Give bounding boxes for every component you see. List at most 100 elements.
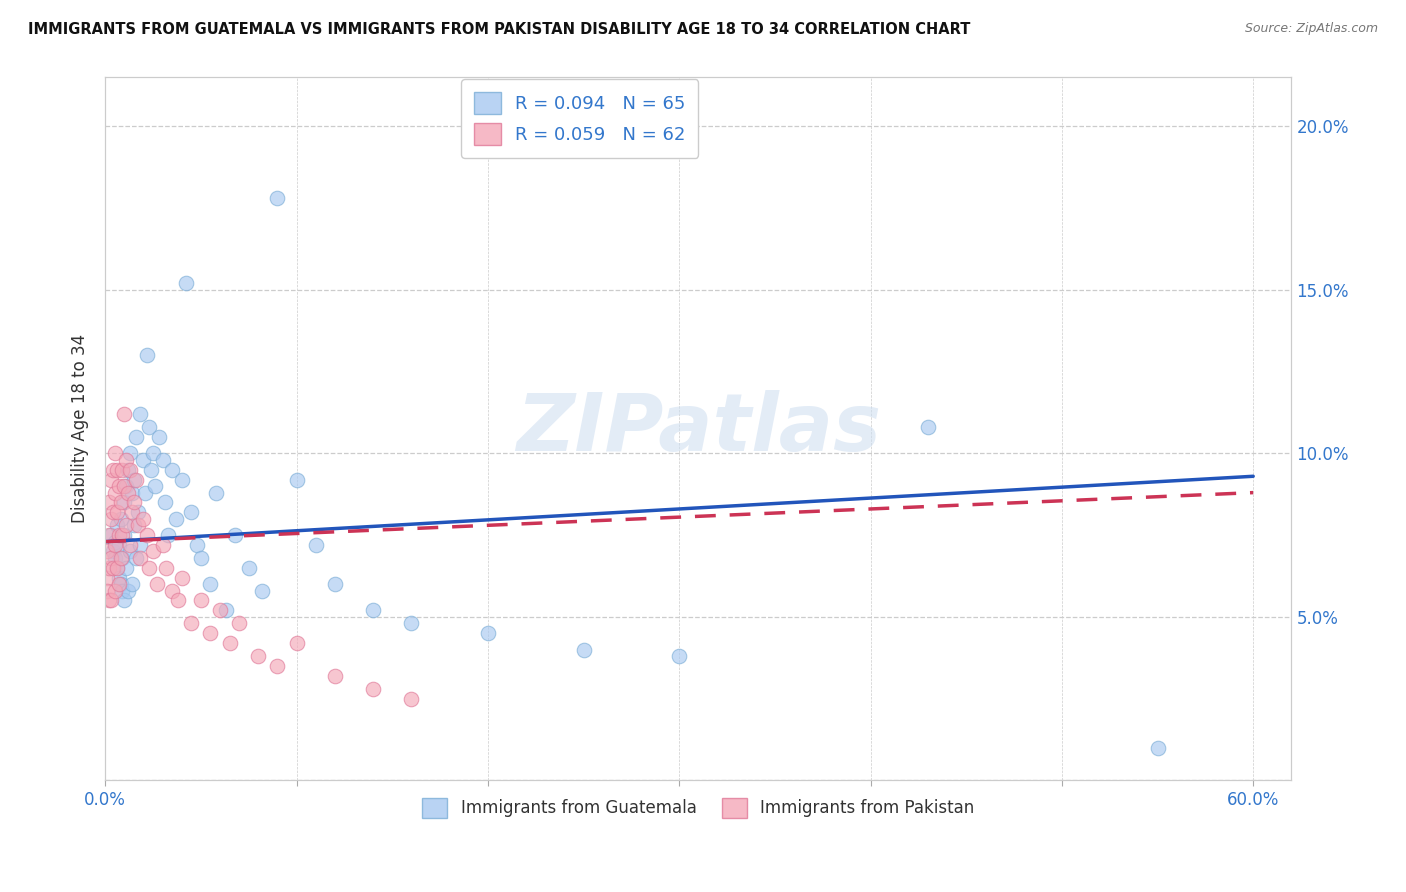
Point [132, 453, 155, 467]
Point [305, 538, 328, 552]
Point [136, 528, 159, 542]
Point [100, 551, 122, 566]
Point [128, 551, 150, 566]
Point [104, 583, 127, 598]
Point [120, 544, 142, 558]
Point [180, 616, 202, 631]
Point [572, 642, 595, 657]
Point [96, 571, 118, 585]
Point [107, 538, 129, 552]
Point [98, 528, 121, 542]
Point [205, 485, 228, 500]
Point [105, 463, 128, 477]
Point [98, 561, 121, 575]
Point [152, 453, 174, 467]
Point [100, 593, 122, 607]
Point [112, 495, 135, 509]
Point [115, 453, 138, 467]
Point [228, 616, 250, 631]
Point [120, 446, 142, 460]
Point [100, 512, 122, 526]
Point [117, 583, 139, 598]
Point [148, 430, 170, 444]
Point [105, 561, 128, 575]
Point [121, 505, 143, 519]
Point [107, 577, 129, 591]
Point [128, 407, 150, 421]
Point [285, 636, 308, 650]
Text: ZIPatlas: ZIPatlas [516, 390, 880, 468]
Point [112, 528, 135, 542]
Point [127, 505, 149, 519]
Point [111, 463, 134, 477]
Point [190, 593, 212, 607]
Point [115, 479, 138, 493]
Text: Source: ZipAtlas.com: Source: ZipAtlas.com [1244, 22, 1378, 36]
Point [107, 528, 129, 542]
Point [96, 544, 118, 558]
Point [361, 603, 384, 617]
Legend: Immigrants from Guatemala, Immigrants from Pakistan: Immigrants from Guatemala, Immigrants fr… [416, 791, 981, 825]
Point [115, 518, 138, 533]
Point [218, 636, 240, 650]
Point [107, 479, 129, 493]
Point [110, 512, 132, 526]
Point [155, 561, 177, 575]
Point [122, 495, 145, 509]
Point [110, 495, 132, 509]
Point [112, 479, 135, 493]
Point [323, 577, 346, 591]
Point [401, 691, 423, 706]
Point [477, 626, 499, 640]
Point [104, 446, 127, 460]
Point [1146, 740, 1168, 755]
Point [170, 473, 193, 487]
Point [200, 626, 222, 640]
Point [152, 538, 174, 552]
Point [112, 407, 135, 421]
Point [117, 485, 139, 500]
Point [100, 473, 122, 487]
Point [190, 551, 212, 566]
Point [142, 446, 165, 460]
Point [200, 577, 222, 591]
Point [98, 495, 121, 509]
Point [132, 512, 155, 526]
Point [266, 191, 288, 205]
Point [180, 505, 202, 519]
Point [136, 348, 159, 362]
Point [157, 528, 180, 542]
Point [167, 593, 190, 607]
Point [138, 561, 160, 575]
Point [111, 551, 134, 566]
Point [139, 463, 162, 477]
Point [96, 583, 118, 598]
Point [125, 473, 148, 487]
Point [224, 528, 246, 542]
Point [98, 593, 121, 607]
Point [120, 538, 142, 552]
Point [121, 485, 143, 500]
Point [361, 681, 384, 696]
Point [125, 551, 148, 566]
Point [146, 577, 169, 591]
Point [122, 518, 145, 533]
Point [401, 616, 423, 631]
Point [111, 583, 134, 598]
Point [153, 495, 176, 509]
Point [120, 463, 142, 477]
Point [110, 551, 132, 566]
Point [174, 277, 197, 291]
Point [208, 603, 231, 617]
Point [122, 473, 145, 487]
Point [104, 551, 127, 566]
Point [111, 528, 134, 542]
Point [101, 505, 124, 519]
Point [117, 463, 139, 477]
Point [104, 538, 127, 552]
Point [186, 538, 208, 552]
Point [104, 534, 127, 549]
Y-axis label: Disability Age 18 to 34: Disability Age 18 to 34 [72, 334, 89, 524]
Point [285, 473, 308, 487]
Point [121, 577, 143, 591]
